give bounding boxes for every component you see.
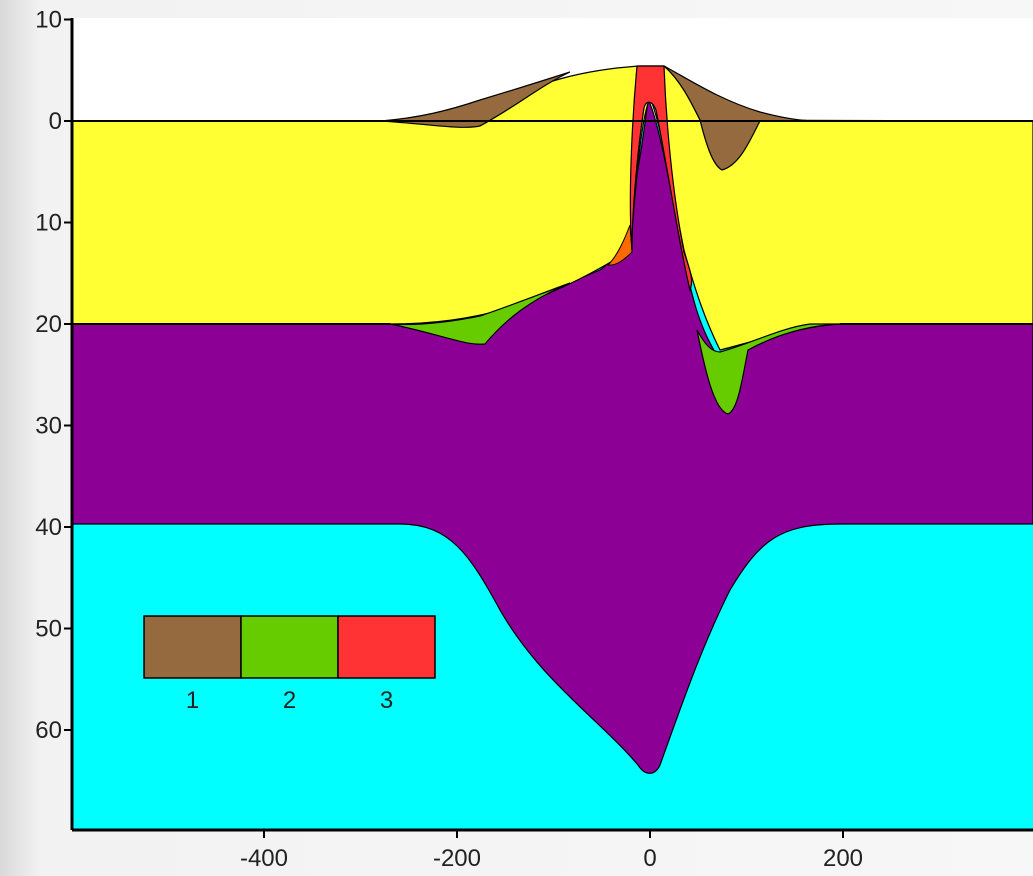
y-tick-label: 40 — [35, 514, 62, 541]
green-patch-right — [696, 323, 841, 415]
y-tick-label: 10 — [35, 210, 62, 237]
x-tick-label: 0 — [643, 845, 656, 872]
x-tick-label: -200 — [433, 845, 481, 872]
y-tick-label: 30 — [35, 413, 62, 440]
x-ticks: -400 -200 0 200 — [240, 830, 863, 872]
x-tick-label: -400 — [240, 845, 288, 872]
legend-label-3: 3 — [380, 687, 393, 714]
y-ticks: 10 0 10 20 30 40 50 60 — [35, 7, 72, 744]
x-tick-label: 200 — [823, 845, 863, 872]
legend-label-2: 2 — [283, 687, 296, 714]
y-tick-label: 60 — [35, 717, 62, 744]
brown-patch-right — [663, 65, 831, 171]
y-tick-label: 50 — [35, 616, 62, 643]
legend-label-1: 1 — [186, 687, 199, 714]
legend: 1 2 3 — [143, 615, 436, 714]
green-patch-left — [389, 282, 571, 345]
y-tick-label: 20 — [35, 311, 62, 338]
yellow-layer — [71, 65, 1033, 351]
y-tick-label: 0 — [49, 108, 62, 135]
axes — [70, 18, 1033, 832]
legend-swatch-1 — [143, 615, 242, 679]
legend-swatch-3 — [337, 615, 436, 679]
legend-swatch-2 — [240, 615, 339, 679]
plot-area — [71, 18, 1033, 830]
red-diapir — [629, 65, 693, 292]
y-tick-label: 10 — [35, 7, 62, 34]
